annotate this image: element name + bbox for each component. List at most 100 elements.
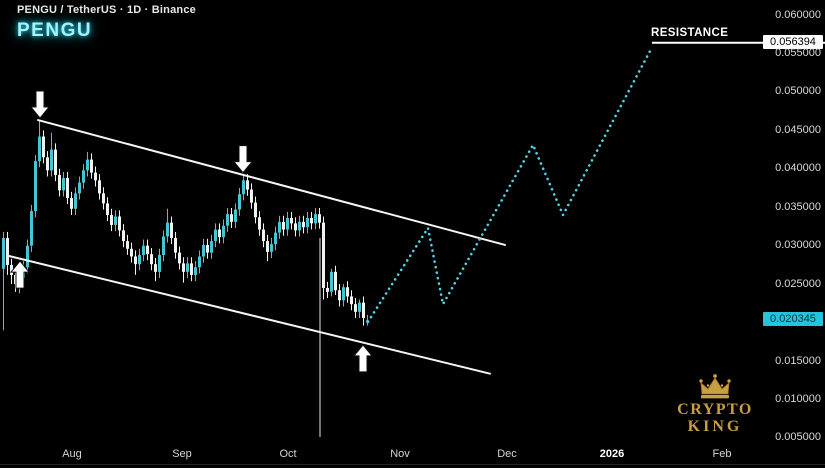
signal-arrow-up (9, 260, 31, 289)
price-tick-label: 0.050000 (775, 85, 821, 98)
upper-trendline (37, 119, 506, 246)
candlestick (310, 218, 313, 224)
candlestick (290, 218, 293, 224)
candlestick (42, 136, 45, 158)
candlestick (246, 180, 249, 190)
price-tick-label: 0.040000 (775, 162, 821, 175)
candlestick (354, 304, 357, 312)
candlestick (206, 244, 209, 253)
candlestick (94, 172, 97, 181)
axis-divider (0, 464, 825, 465)
candlestick (170, 222, 173, 239)
projection-path (366, 45, 654, 324)
candlestick (34, 161, 37, 212)
candlestick (190, 263, 193, 275)
time-tick-label: 2026 (599, 448, 625, 460)
candlestick (350, 296, 353, 305)
candlestick (70, 198, 73, 209)
candlestick (198, 256, 201, 268)
time-tick-label: Feb (712, 448, 732, 460)
candlestick (346, 287, 349, 297)
candlestick (150, 254, 153, 265)
candlestick (222, 225, 225, 238)
candlestick (86, 159, 89, 171)
candlestick (282, 221, 285, 230)
candlestick (138, 254, 141, 265)
candlestick (226, 214, 229, 226)
candlestick (266, 241, 269, 252)
candlestick (254, 202, 257, 218)
candlestick (342, 287, 345, 301)
candlestick (326, 287, 329, 292)
candlestick (50, 149, 53, 171)
candlestick (298, 221, 301, 231)
candlestick (38, 136, 41, 162)
candlestick (270, 244, 273, 252)
candlestick (58, 174, 61, 191)
candlestick (250, 189, 253, 203)
symbol-title[interactable]: PENGU / TetherUS · 1D · Binance (17, 4, 196, 16)
candlestick (118, 216, 121, 231)
price-tick-label: 0.030000 (775, 239, 821, 252)
candlestick (218, 229, 221, 238)
candlestick (62, 178, 65, 191)
candlestick (294, 223, 297, 231)
candlestick (26, 245, 29, 268)
candlestick (362, 302, 365, 318)
candlestick (2, 238, 5, 269)
candlestick (230, 214, 233, 222)
candlestick (106, 203, 109, 215)
resistance-label: RESISTANCE (651, 27, 729, 39)
price-tick-label: 0.060000 (775, 8, 821, 21)
signal-arrow-down (29, 90, 51, 119)
price-tick-label: 0.055000 (775, 46, 821, 59)
candlestick (146, 245, 149, 255)
time-tick-label: Aug (62, 448, 82, 460)
candlestick (78, 182, 81, 194)
signal-arrow-up (352, 344, 374, 373)
time-tick-label: Oct (279, 448, 297, 460)
candlestick (178, 252, 181, 264)
price-axis[interactable]: 0.056394 0.020345 0.060000 0.055000 0.0500… (755, 0, 825, 468)
candlestick (234, 209, 237, 222)
crown-icon (699, 374, 731, 399)
candlestick (302, 221, 305, 228)
signal-arrow-down (232, 145, 254, 174)
candlestick (166, 222, 169, 237)
candlestick (54, 149, 57, 175)
price-tick-label: 0.010000 (775, 393, 821, 405)
candlestick (114, 216, 117, 225)
candlestick (162, 236, 165, 255)
time-tick-label: Sep (172, 448, 192, 460)
candlestick (66, 178, 69, 199)
candlestick (306, 218, 309, 228)
lower-trendline (8, 255, 491, 375)
candlestick (194, 267, 197, 275)
candlestick (122, 230, 125, 242)
candlestick (278, 221, 281, 233)
candlestick (210, 241, 213, 253)
pengu-watermark: PENGU (17, 20, 93, 41)
current-price-tag: 0.020345 (763, 311, 823, 326)
candlestick (6, 238, 9, 265)
candlestick (98, 180, 101, 194)
brand-text-crypto: CRYPTO (677, 401, 753, 418)
candlestick (334, 271, 337, 291)
crypto-king-logo: CRYPTO KING (663, 373, 767, 435)
candlestick (130, 248, 133, 257)
candlestick (126, 241, 129, 249)
time-axis[interactable]: Aug Sep Oct Nov Dec 2026 Feb (0, 446, 825, 466)
candlestick (154, 264, 157, 272)
price-tick-label: 0.025000 (775, 277, 821, 290)
candlestick (158, 254, 161, 272)
candlestick (102, 193, 105, 204)
candlestick (202, 244, 205, 257)
price-tick-label: 0.005000 (775, 431, 821, 444)
candlestick (322, 222, 325, 288)
candlestick (318, 214, 321, 223)
time-tick-label: Nov (390, 448, 410, 460)
candlestick (286, 218, 289, 230)
brand-text-king: KING (687, 418, 743, 435)
candlestick (330, 271, 333, 292)
